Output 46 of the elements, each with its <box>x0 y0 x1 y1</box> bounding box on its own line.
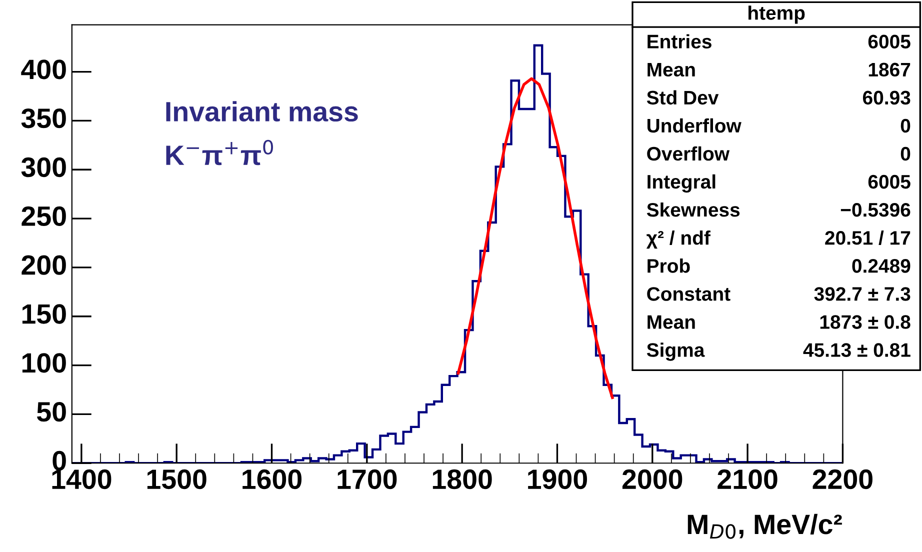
x-tick-label: 1800 <box>432 469 492 490</box>
y-tick-label: 300 <box>21 157 66 178</box>
text: 6005 <box>868 34 910 48</box>
text: 0 <box>900 118 910 133</box>
annotation: Sigma <box>646 342 705 361</box>
annotation: Constant <box>647 287 730 301</box>
y-tick-label: 250 <box>22 206 66 226</box>
y-tick-label: 50 <box>37 402 66 422</box>
annotation: Std Dev <box>646 90 719 105</box>
annotation: χ² / ndf <box>646 230 710 249</box>
text: 60.93 <box>862 90 910 105</box>
text: 0 <box>900 146 910 161</box>
annotation: 45.13 ± 0.81 <box>803 343 910 357</box>
x-tick-label: 1900 <box>528 469 587 490</box>
x-tick-label: 2100 <box>718 469 778 490</box>
x-tick-label: 1400 <box>52 469 112 490</box>
x-tick-label: 2200 <box>812 469 872 490</box>
annotation: 20.51 / 17 <box>825 230 910 245</box>
y-tick-label: 100 <box>22 353 66 373</box>
annotation: 1873 ± 0.8 <box>820 315 910 329</box>
chart-title: htemp <box>748 6 805 24</box>
x-axis-title: M$_{D0}$, MeV/c² <box>688 514 842 539</box>
annotation: Entries <box>648 34 712 48</box>
annotation: Underflow <box>647 118 742 133</box>
annotation: −0.5396 <box>840 202 910 217</box>
annotation: Skewness <box>646 202 740 217</box>
y-tick-label: 200 <box>22 255 66 275</box>
x-tick-label: 1600 <box>242 469 302 490</box>
y-tick-label: 350 <box>21 108 66 128</box>
annotation: Overflow <box>647 146 730 161</box>
text: 6005 <box>868 174 910 189</box>
x-tick-label: 1500 <box>147 469 206 490</box>
annotation: K$^{−}$π$^{+}$π$^{0}$ <box>166 140 273 166</box>
y-tick-label: 400 <box>21 60 66 80</box>
annotation: Integral <box>648 174 716 193</box>
annotation: Invariant mass <box>166 101 358 122</box>
y-tick-label: 150 <box>22 304 66 324</box>
annotation: Mean <box>648 315 695 329</box>
x-tick-label: 1700 <box>338 469 397 490</box>
annotation: Mean <box>648 62 695 77</box>
annotation: Prob <box>648 258 690 273</box>
text: 0.2489 <box>852 259 910 273</box>
text: 1867 <box>868 62 910 77</box>
x-tick-label: 2000 <box>622 469 682 490</box>
annotation: 392.7 ± 7.3 <box>814 287 910 301</box>
y-tick-label: 0 <box>52 450 66 471</box>
